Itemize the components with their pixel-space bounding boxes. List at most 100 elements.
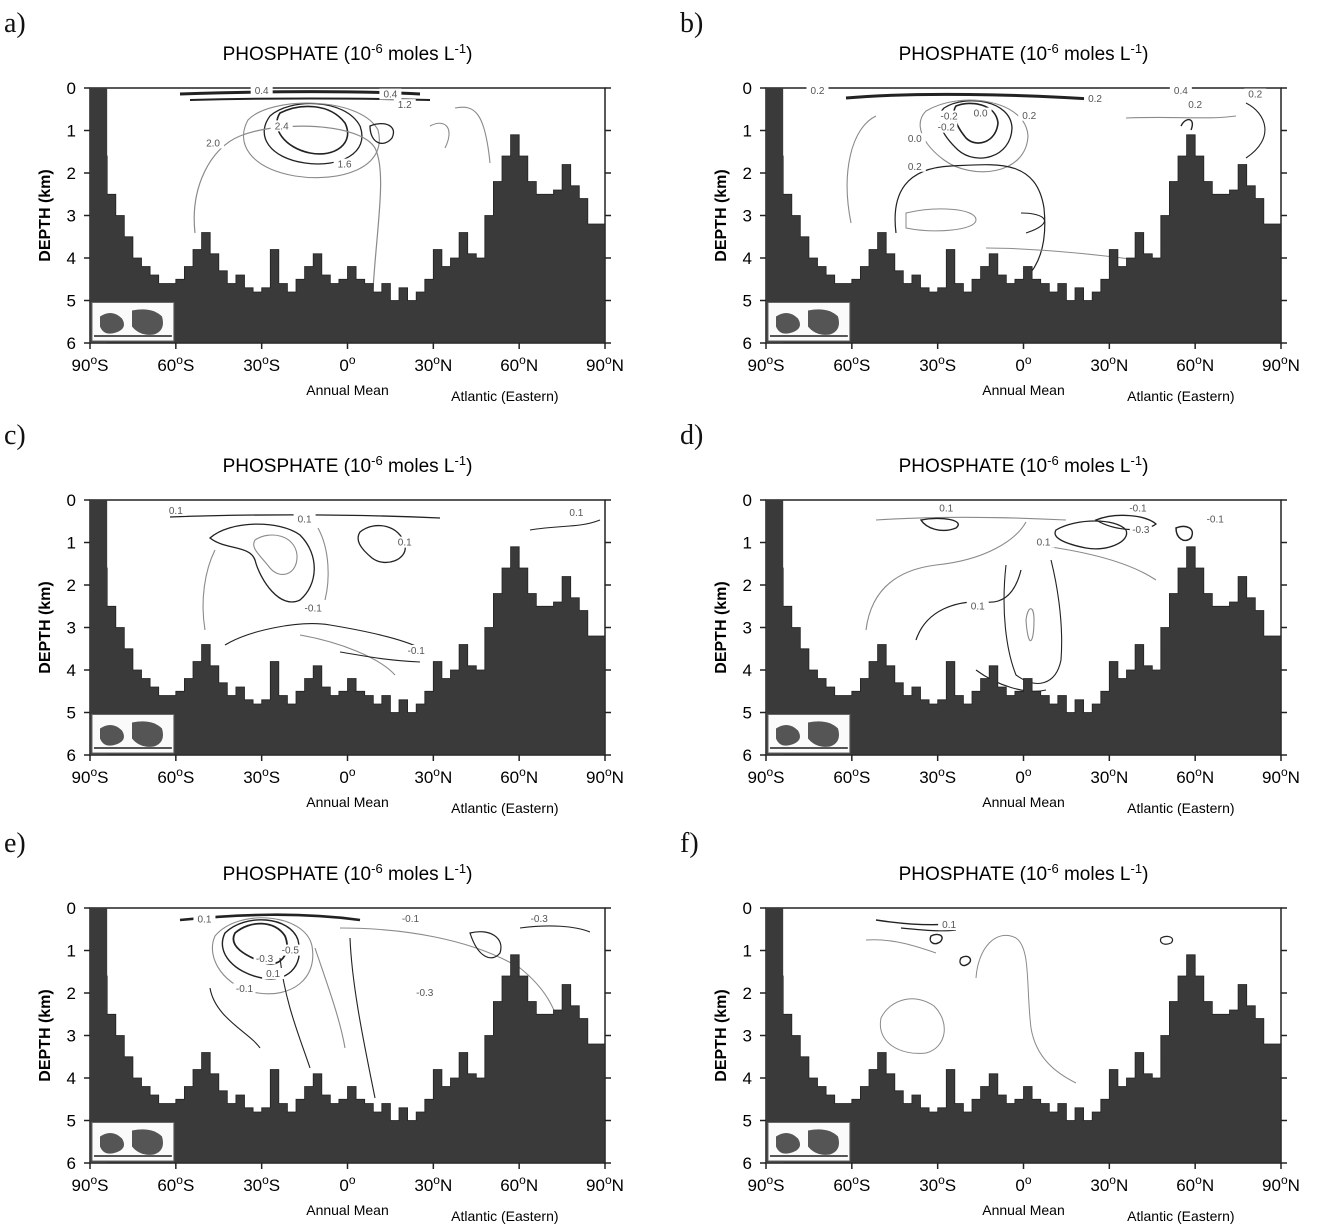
contour-line (253, 534, 298, 575)
contour-line (1180, 119, 1193, 131)
degree-sign: o (852, 1173, 859, 1187)
degree-sign: o (1025, 353, 1032, 367)
x-tick-label: 90oS (748, 765, 785, 787)
title-text: ) (466, 456, 472, 477)
contour-line (232, 922, 288, 965)
contour-line (339, 651, 421, 663)
contour-label-bg (405, 645, 428, 656)
y-tick-label: 2 (67, 984, 76, 1003)
tick-degree: 90 (72, 1176, 91, 1195)
tick-hemisphere: S (183, 1176, 194, 1195)
chart-title: PHOSPHATE (10-6 moles L-1) (899, 41, 1149, 65)
tick-degree: 30 (1090, 356, 1109, 375)
contour-label: 0.2 (1188, 100, 1202, 111)
contour-label: 0.2 (908, 162, 922, 173)
y-tick-label: 2 (743, 164, 752, 183)
y-tick-label: 3 (743, 619, 752, 638)
contour-label: 0.1 (939, 504, 953, 515)
y-tick-label: 5 (743, 292, 752, 311)
contour-line (299, 634, 396, 676)
chart-b: PHOSPHATE (10-6 moles L-1) DEPTH (km) 0 1 2 3… (713, 41, 1300, 404)
contour-line (221, 919, 301, 980)
sublabel-annual-mean: Annual Mean (982, 1202, 1065, 1218)
contour-line (900, 927, 957, 932)
tick-degree: 30 (919, 768, 938, 787)
tick-degree: 30 (414, 768, 433, 787)
x-tick-label: 30oN (1090, 1173, 1128, 1195)
x-tick-label: 60oS (157, 765, 194, 787)
inset-continent (132, 309, 163, 335)
x-tick-label: 90oS (72, 765, 109, 787)
y-tick-label: 5 (67, 292, 76, 311)
tick-degree: 30 (919, 1176, 938, 1195)
contour-line (211, 917, 314, 995)
title-superscript: -6 (1047, 41, 1059, 56)
y-tick-label: 0 (67, 491, 76, 510)
panel-letter: d) (680, 420, 704, 451)
tick-degree: 90 (1262, 1176, 1281, 1195)
contour-line (846, 115, 877, 224)
tick-degree: 30 (243, 768, 262, 787)
x-tick-label: 30oN (414, 1173, 452, 1195)
contour-label-bg (279, 944, 302, 956)
contour-line (276, 105, 349, 155)
tick-degree: 0 (339, 356, 348, 375)
y-tick-label: 1 (67, 942, 76, 961)
x-tick-label: 60oN (1176, 765, 1214, 787)
y-axis-label: DEPTH (km) (37, 581, 54, 673)
sublabel-atlantic: Atlantic (Eastern) (451, 800, 558, 816)
inset-continent (776, 1132, 800, 1154)
x-tick-label: 30oN (414, 353, 452, 375)
x-tick-label: 90oS (72, 353, 109, 375)
contour-label: -0.2 (940, 112, 958, 123)
contour-label: -0.1 (402, 914, 420, 925)
tick-hemisphere: N (1116, 356, 1128, 375)
contour-label: 0.1 (942, 920, 956, 931)
degree-sign: o (176, 765, 183, 779)
inset-continent (132, 1129, 163, 1155)
tick-hemisphere: N (1116, 768, 1128, 787)
degree-sign: o (519, 1173, 526, 1187)
degree-sign: o (433, 765, 440, 779)
tick-degree: 0 (339, 768, 348, 787)
y-tick-label: 6 (67, 746, 76, 765)
degree-sign: o (519, 765, 526, 779)
x-tick-label: 90oN (586, 765, 624, 787)
bathymetry-fill (89, 954, 606, 1164)
bathymetry-fill (765, 134, 1282, 344)
contour-label-bg (1084, 92, 1107, 104)
y-tick-label: 2 (67, 576, 76, 595)
inset-continent (132, 721, 163, 747)
contour-line (1125, 115, 1237, 119)
degree-sign: o (1281, 353, 1288, 367)
x-tick-label: 90oS (748, 1173, 785, 1195)
chart-a: PHOSPHATE (10-6 moles L-1) DEPTH (km) 0 1 2 3… (37, 41, 624, 404)
title-text: moles L (1059, 864, 1131, 885)
tick-degree: 60 (157, 356, 176, 375)
contour-label: 1.6 (338, 160, 352, 171)
contour-line (193, 125, 382, 339)
tick-hemisphere: S (945, 1176, 956, 1195)
inset-continent (808, 309, 839, 335)
tick-degree: 60 (500, 356, 519, 375)
contour-label: 0.2 (1248, 90, 1262, 101)
bathymetry-fill (765, 954, 1282, 1164)
panel-letter: c) (4, 420, 26, 451)
contour-line (317, 527, 329, 601)
title-superscript: -1 (455, 453, 467, 468)
y-tick-label: 3 (743, 207, 752, 226)
degree-sign: o (349, 1173, 356, 1187)
tick-degree: 60 (833, 356, 852, 375)
contour-line (929, 933, 943, 945)
x-tick-label: 90oN (1262, 765, 1300, 787)
tick-hemisphere: S (183, 768, 194, 787)
x-tick-label: 0o (339, 353, 355, 375)
y-tick-label: 2 (67, 164, 76, 183)
inset-continent (100, 1132, 124, 1154)
y-axis-label: DEPTH (km) (37, 169, 54, 261)
contour-line (243, 102, 380, 179)
contour-line (1020, 212, 1046, 234)
inset-continent (776, 724, 800, 746)
title-superscript: -6 (1047, 453, 1059, 468)
y-tick-label: 1 (67, 534, 76, 553)
